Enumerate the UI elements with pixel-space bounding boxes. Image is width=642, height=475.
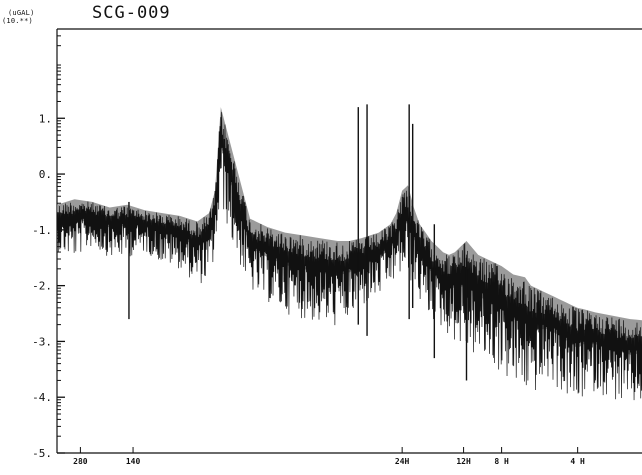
x-tick-label: 140 [126, 457, 141, 466]
x-tick-label: 4 H [570, 457, 585, 466]
y-tick-label: 1. [39, 112, 52, 125]
y-tick-label: -1. [32, 224, 52, 237]
y-tick-label: 0. [39, 168, 52, 181]
y-unit-label-1: (uGAL) [8, 9, 35, 17]
x-tick-label: 280 [73, 457, 88, 466]
y-tick-label: -5. [32, 447, 52, 460]
y-tick-label: -4. [32, 391, 52, 404]
y-tick-label: -3. [32, 335, 52, 348]
x-tick-label: 12H [456, 457, 471, 466]
chart-title: SCG-009 [92, 3, 171, 23]
y-tick-label: -2. [32, 280, 52, 293]
x-tick-label: 24H [395, 457, 410, 466]
y-unit-label-2: (10.**) [2, 17, 33, 25]
spectrum-line [56, 112, 642, 401]
x-tick-label: 8 H [494, 457, 509, 466]
